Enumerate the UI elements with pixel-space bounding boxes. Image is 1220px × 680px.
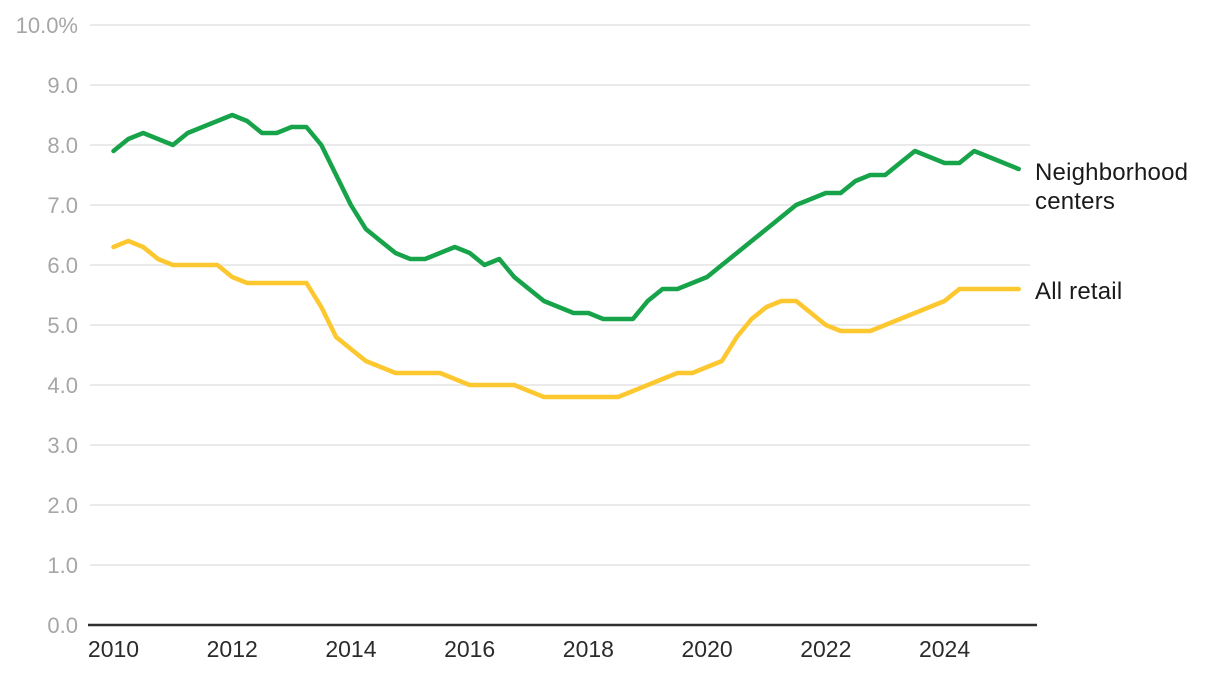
x-axis-label: 2022 [800,636,851,662]
y-axis-label: 7.0 [47,193,78,218]
x-axis-label: 2010 [88,636,139,662]
y-axis-label: 0.0 [47,613,78,638]
data-line-neighborhood-centers [111,112,1021,322]
data-line-all-retail [111,238,1021,400]
x-axis-label: 2024 [919,636,970,662]
y-axis-label: 9.0 [47,73,78,98]
y-axis-label: 1.0 [47,553,78,578]
y-axis-label: 5.0 [47,313,78,338]
x-axis-label: 2020 [682,636,733,662]
series-label-all-retail: All retail [1035,278,1123,305]
y-axis-label: 2.0 [47,493,78,518]
y-axis-label: 6.0 [47,253,78,278]
x-axis-label: 2014 [325,636,376,662]
x-axis-label: 2016 [444,636,495,662]
y-axis-label: 3.0 [47,433,78,458]
series-label-neighborhood-centers: Neighborhood centers [1035,159,1189,215]
y-axis-label: 4.0 [47,373,78,398]
x-axis-label: 2018 [563,636,614,662]
y-axis-label: 8.0 [47,133,78,158]
y-axis-label: 10.0% [16,13,78,38]
x-axis-label: 2012 [207,636,258,662]
